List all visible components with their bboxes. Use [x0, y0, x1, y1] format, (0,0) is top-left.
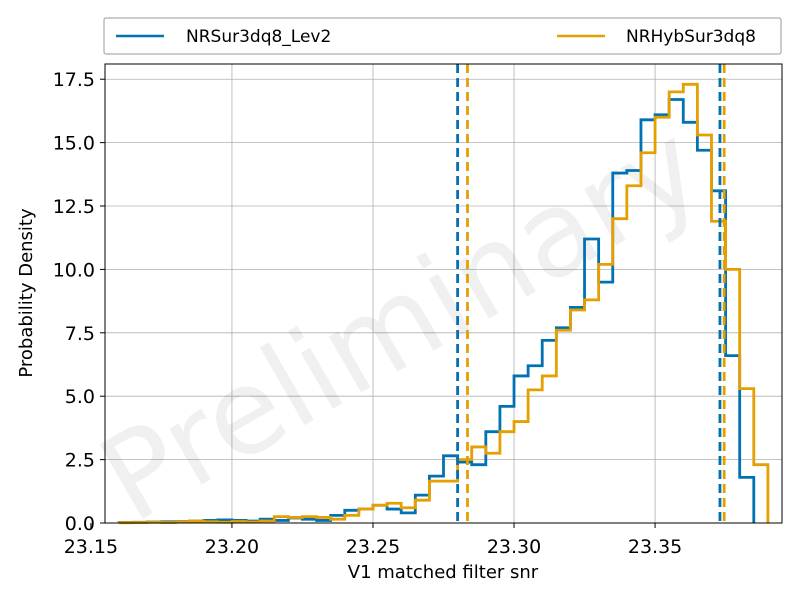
- series-layer: [117, 82, 770, 525]
- x-tick-label: 23.20: [205, 536, 259, 558]
- y-axis-label: Probability Density: [16, 208, 37, 378]
- y-tick-label: 17.5: [53, 69, 95, 91]
- y-tick-label: 5.0: [65, 386, 95, 408]
- y-tick-label: 7.5: [65, 323, 95, 345]
- x-tick-label: 23.30: [487, 536, 541, 558]
- legend-label-nrhybsur3dq8: NRHybSur3dq8: [626, 27, 756, 47]
- grid-layer: [105, 64, 782, 524]
- x-tick-label: 23.15: [64, 536, 118, 558]
- legend-label-nrsur3dq8-lev2: NRSur3dq8_Lev2: [186, 27, 331, 47]
- legend-box: [103, 17, 782, 55]
- y-tick-label: 15.0: [53, 133, 95, 155]
- y-tick-label: 12.5: [53, 196, 95, 218]
- plot-frame: [104, 63, 783, 524]
- y-ticks: 0.0 2.5 5.0 7.5 10.0 12.5 15.0 17.5: [53, 69, 105, 535]
- y-tick-label: 0.0: [65, 513, 95, 535]
- histogram-series-nrhybsur3dq8: [117, 82, 770, 525]
- vertical-lines-layer: [456, 64, 726, 523]
- x-ticks: 23.15 23.20 23.25 23.30 23.35: [64, 523, 682, 558]
- x-tick-label: 23.25: [346, 536, 400, 558]
- histogram-series-nrsur3dq8-lev2: [117, 98, 756, 524]
- y-tick-label: 2.5: [65, 450, 95, 472]
- legend: NRSur3dq8_Lev2 NRHybSur3dq8: [103, 17, 782, 55]
- x-tick-label: 23.35: [628, 536, 682, 558]
- y-tick-label: 10.0: [53, 259, 95, 281]
- plot-area: [105, 64, 782, 523]
- x-axis-label: V1 matched filter snr: [348, 562, 539, 583]
